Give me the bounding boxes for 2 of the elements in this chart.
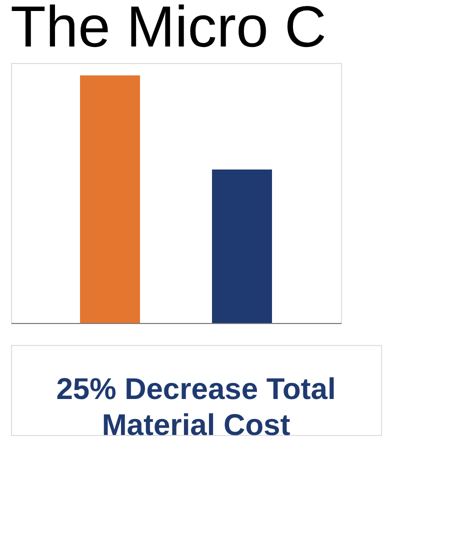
text: 25% Decrease Total Material Cost <box>56 373 336 442</box>
chart-title: The Micro C <box>10 0 326 60</box>
